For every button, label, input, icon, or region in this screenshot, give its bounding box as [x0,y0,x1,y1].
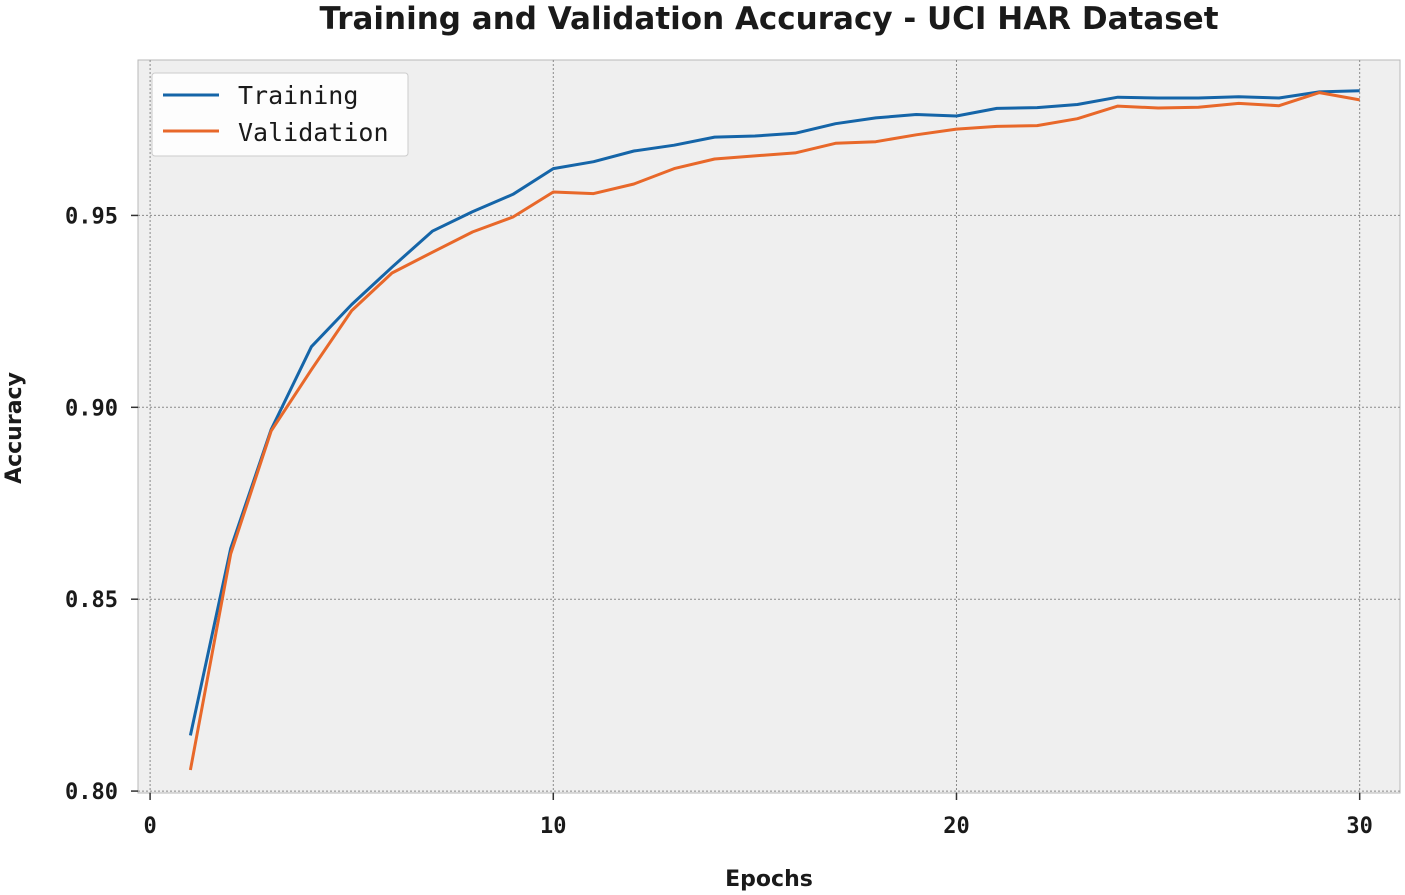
series-lines [188,89,1360,771]
ticks: 0 10 20 30 0.80 0.85 0.90 0.95 [65,204,1373,839]
legend: Training Validation [151,72,409,157]
series-line-training [188,89,1360,736]
y-tick-label: 0.95 [65,204,118,229]
plot-area [137,59,1401,794]
x-tick-label: 10 [540,814,567,839]
x-tick-label: 20 [943,814,970,839]
series-line-validation [188,91,1360,771]
x-tick-label: 0 [143,814,156,839]
x-tick-label: 30 [1346,814,1373,839]
y-tick-label: 0.80 [65,780,118,805]
y-axis-label: Accuracy [2,372,27,484]
legend-label-training: Training [238,81,358,110]
chart-title: Training and Validation Accuracy - UCI H… [319,1,1218,37]
x-axis-label: Epochs [725,867,813,892]
legend-label-validation: Validation [238,118,389,147]
y-tick-label: 0.85 [65,588,118,613]
y-tick-label: 0.90 [65,396,118,421]
